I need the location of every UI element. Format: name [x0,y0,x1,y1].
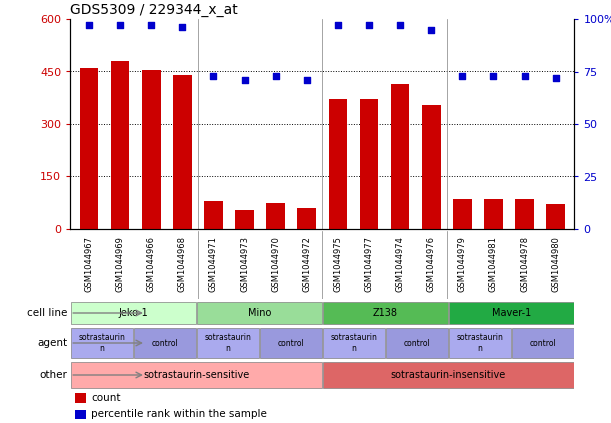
Bar [260,328,321,358]
Text: GSM1044979: GSM1044979 [458,236,467,292]
Text: Mino: Mino [247,308,271,318]
Text: control: control [152,338,178,348]
Text: GSM1044970: GSM1044970 [271,236,280,292]
Text: sotrastaurin
n: sotrastaurin n [204,333,251,353]
Bar [329,99,347,229]
Text: GSM1044967: GSM1044967 [84,236,93,292]
Point [240,77,249,83]
Text: cell line: cell line [27,308,67,318]
Bar [360,99,378,229]
Text: Z138: Z138 [373,308,398,318]
Bar [449,302,574,324]
Point [146,22,156,29]
Bar [134,328,196,358]
Point [426,26,436,33]
Text: sotrastaurin
n: sotrastaurin n [78,333,125,353]
Text: percentile rank within the sample: percentile rank within the sample [92,409,267,419]
Bar [323,362,574,388]
Bar [197,302,321,324]
Point [84,22,94,29]
Text: GDS5309 / 229344_x_at: GDS5309 / 229344_x_at [70,3,238,16]
Text: GSM1044968: GSM1044968 [178,236,187,292]
Text: other: other [39,370,67,380]
Bar [484,199,503,229]
Bar [323,328,385,358]
Bar [298,208,316,229]
Bar [515,199,534,229]
Point [489,72,499,79]
Text: count: count [92,393,121,403]
Bar [386,328,448,358]
Text: GSM1044977: GSM1044977 [365,236,373,292]
Text: GSM1044978: GSM1044978 [520,236,529,292]
Bar [71,328,133,358]
Text: agent: agent [37,338,67,348]
Text: Jeko-1: Jeko-1 [119,308,148,318]
Bar [75,409,86,419]
Bar [323,302,448,324]
Bar [71,302,196,324]
Bar [204,201,223,229]
Text: GSM1044974: GSM1044974 [395,236,404,292]
Text: GSM1044971: GSM1044971 [209,236,218,292]
Text: sotrastaurin-insensitive: sotrastaurin-insensitive [390,370,506,380]
Bar [453,199,472,229]
Point [302,77,312,83]
Bar [197,328,258,358]
Bar [235,210,254,229]
Text: GSM1044981: GSM1044981 [489,236,498,292]
Text: GSM1044976: GSM1044976 [426,236,436,292]
Bar [111,61,130,229]
Point [115,22,125,29]
Text: sotrastaurin
n: sotrastaurin n [456,333,503,353]
Text: GSM1044972: GSM1044972 [302,236,311,292]
Text: control: control [530,338,556,348]
Point [395,22,405,29]
Bar [173,75,192,229]
Text: GSM1044980: GSM1044980 [551,236,560,292]
Text: GSM1044969: GSM1044969 [115,236,125,292]
Text: sotrastaurin
n: sotrastaurin n [331,333,377,353]
Text: Maver-1: Maver-1 [492,308,531,318]
Bar [142,70,161,229]
Bar [422,105,441,229]
Bar [266,203,285,229]
Bar [546,204,565,229]
Text: control: control [277,338,304,348]
Bar [75,393,86,403]
Point [520,72,530,79]
Bar [391,84,409,229]
Text: GSM1044975: GSM1044975 [334,236,342,292]
Text: sotrastaurin-sensitive: sotrastaurin-sensitive [143,370,249,380]
Text: GSM1044973: GSM1044973 [240,236,249,292]
Point [551,74,560,81]
Point [333,22,343,29]
Bar [449,328,511,358]
Point [271,72,280,79]
Bar [71,362,321,388]
Point [458,72,467,79]
Text: GSM1044966: GSM1044966 [147,236,156,292]
Bar [79,68,98,229]
Point [177,24,187,31]
Text: control: control [403,338,430,348]
Point [208,72,218,79]
Bar [512,328,574,358]
Point [364,22,374,29]
